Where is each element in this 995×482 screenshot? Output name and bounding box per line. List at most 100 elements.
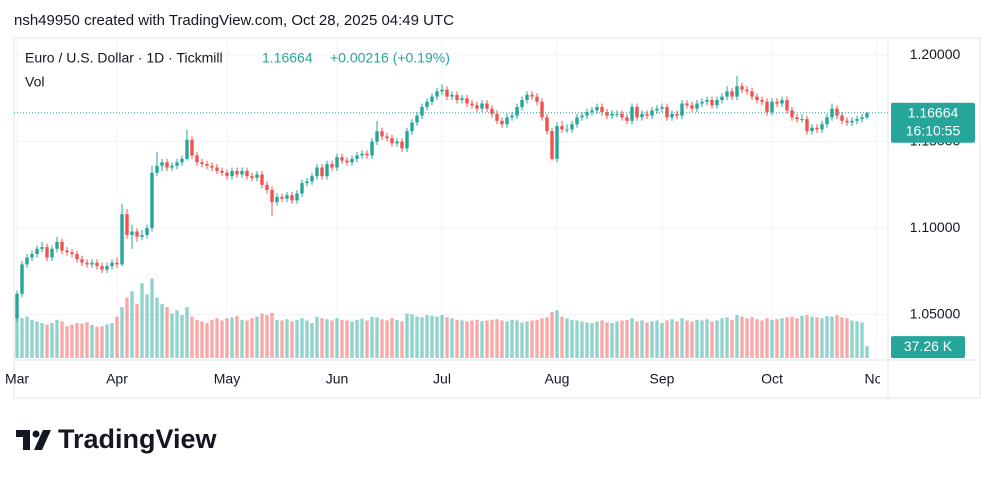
volume-bar [230, 317, 234, 358]
volume-bar [735, 315, 739, 358]
candle-body [235, 170, 239, 175]
volume-bar [20, 318, 24, 358]
candle-body [210, 165, 214, 168]
volume-bar [115, 316, 119, 358]
candle-body [350, 158, 354, 163]
volume-bar [30, 319, 34, 358]
candle-body [195, 155, 199, 163]
candle-body [400, 141, 404, 149]
volume-bar [385, 320, 389, 358]
candle-body [770, 101, 774, 113]
candle-body [715, 100, 719, 106]
volume-bar [520, 322, 524, 358]
candle-body [670, 113, 674, 118]
candle-body [660, 106, 664, 109]
candle-body [595, 106, 599, 111]
candle-body [750, 91, 754, 97]
candle-body [220, 170, 224, 173]
volume-bar [640, 320, 644, 358]
volume-bar [480, 321, 484, 358]
volume-bar [690, 321, 694, 358]
candle-body [285, 195, 289, 199]
candle-body [290, 195, 294, 201]
volume-bar [90, 324, 94, 358]
candle-body [765, 101, 769, 113]
volume-bar [630, 318, 634, 358]
volume-bar [445, 317, 449, 358]
candle-body [780, 100, 784, 104]
volume-bar [565, 318, 569, 358]
candle-body [310, 176, 314, 182]
volume-bar [260, 313, 264, 358]
volume-bar [440, 315, 444, 358]
candle-body [390, 138, 394, 144]
candle-body [675, 113, 679, 116]
volume-bar [610, 323, 614, 358]
volume-bar [400, 321, 404, 358]
candle-body [745, 89, 749, 92]
candle-body [580, 115, 584, 118]
candle-body [270, 190, 274, 203]
candle-body [680, 103, 684, 116]
candle-body [45, 247, 49, 258]
volume-bar [505, 321, 509, 358]
volume-bar [585, 322, 589, 358]
candle-body [505, 117, 509, 125]
candle-body [790, 110, 794, 118]
volume-bar [300, 318, 304, 358]
candle-body [640, 113, 644, 118]
candle-body [70, 252, 74, 255]
volume-bar [535, 319, 539, 358]
candle-body [465, 98, 469, 104]
volume-bar [615, 321, 619, 358]
candle-body [570, 124, 574, 130]
volume-bar [345, 320, 349, 358]
volume-bar [310, 323, 314, 358]
volume-bar [850, 320, 854, 358]
volume-bar [315, 316, 319, 358]
volume-bar [270, 312, 274, 358]
candle-body [605, 112, 609, 116]
volume-bar [775, 319, 779, 358]
volume-bar [320, 318, 324, 358]
volume-bar [50, 323, 54, 358]
volume-bar [170, 313, 174, 358]
x-tick-label: Mar [5, 371, 29, 387]
chart-frame [13, 37, 981, 399]
candle-body [135, 231, 139, 237]
volume-bar [215, 318, 219, 358]
candle-body [160, 162, 164, 166]
volume-bar [190, 316, 194, 358]
candle-body [830, 108, 834, 118]
volume-bar [25, 316, 29, 358]
volume-bar [235, 316, 239, 358]
volume-bar [600, 320, 604, 358]
candle-body [720, 96, 724, 101]
candle-body [175, 162, 179, 166]
candle-body [215, 167, 219, 171]
candle-body [485, 103, 489, 109]
volume-bar [545, 317, 549, 358]
volume-bar [85, 322, 89, 358]
candle-body [60, 241, 64, 251]
candle-body [95, 262, 99, 267]
volume-bar [725, 317, 729, 358]
candle-body [325, 164, 329, 177]
volume-bar [835, 315, 839, 358]
header: nsh49950 created with TradingView.com, O… [14, 12, 454, 29]
volume-bar [265, 315, 269, 358]
volume-bar [635, 321, 639, 358]
volume-pane [15, 278, 869, 358]
volume-bar [150, 278, 154, 358]
volume-bar [330, 320, 334, 358]
candle-body [150, 172, 154, 229]
candle-body [365, 153, 369, 156]
volume-bar [770, 319, 774, 358]
volume-bar [105, 324, 109, 358]
y-tick-label: 1.20000 [910, 46, 961, 62]
volume-bar [700, 320, 704, 358]
candle-body [410, 122, 414, 132]
volume-bar [680, 318, 684, 358]
volume-bar [765, 318, 769, 358]
